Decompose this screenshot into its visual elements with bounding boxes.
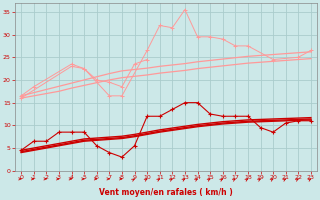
X-axis label: Vent moyen/en rafales ( km/h ): Vent moyen/en rafales ( km/h ): [99, 188, 233, 197]
